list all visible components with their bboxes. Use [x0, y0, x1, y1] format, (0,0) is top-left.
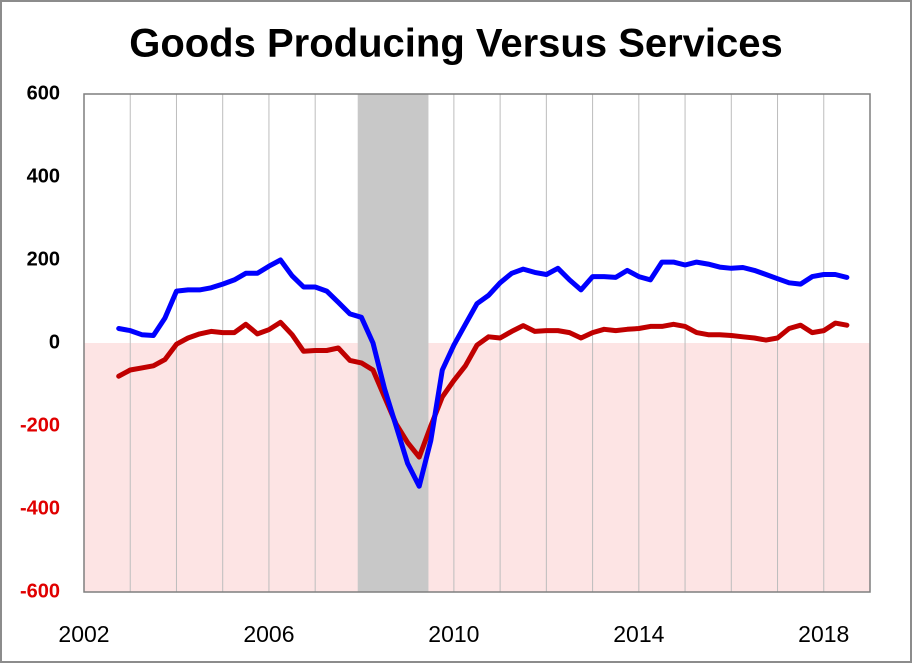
- x-tick-label: 2014: [613, 621, 664, 647]
- y-tick-label: -600: [20, 580, 60, 602]
- series-line: [116, 319, 850, 460]
- negative-region: [84, 343, 870, 592]
- x-tick-label: 2002: [58, 621, 109, 647]
- plot-frame: [83, 93, 871, 593]
- x-tick-label: 2010: [428, 621, 479, 647]
- chart-title: Goods Producing Versus Services: [129, 22, 783, 66]
- x-tick-label: 2006: [243, 621, 294, 647]
- x-tick-label: 2018: [798, 621, 849, 647]
- y-tick-label: -200: [20, 414, 60, 436]
- series-line: [116, 257, 850, 489]
- recession-band: [357, 94, 429, 592]
- y-tick-label: 600: [27, 82, 60, 104]
- y-tick-label: 400: [27, 165, 60, 187]
- y-tick-label: -400: [20, 497, 60, 519]
- y-tick-label: 0: [49, 331, 60, 353]
- y-tick-label: 200: [27, 248, 60, 270]
